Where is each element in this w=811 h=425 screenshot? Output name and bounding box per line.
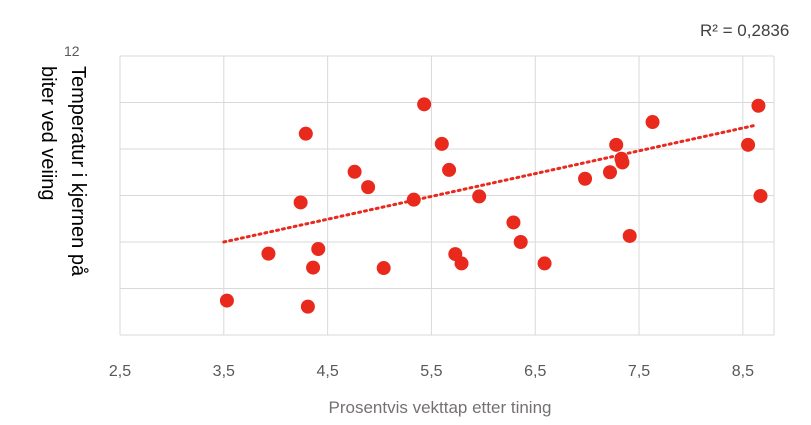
- data-point: [298, 126, 313, 141]
- data-point: [219, 293, 234, 308]
- data-point: [261, 246, 276, 261]
- data-point: [513, 235, 528, 249]
- data-point: [300, 299, 315, 314]
- data-point: [537, 256, 552, 271]
- data-point: [615, 155, 630, 170]
- data-points: [219, 97, 768, 314]
- data-point: [406, 192, 421, 207]
- data-point: [472, 189, 487, 204]
- x-tick-label: 4,5: [316, 363, 338, 380]
- data-point: [454, 256, 469, 271]
- data-point: [602, 165, 617, 180]
- x-tick-label: 6,5: [524, 363, 546, 380]
- data-point: [306, 260, 321, 275]
- data-point: [442, 162, 457, 177]
- x-tick-label: 7,5: [628, 363, 650, 380]
- data-point: [376, 261, 391, 276]
- gridlines: [119, 55, 775, 335]
- data-point: [293, 195, 308, 210]
- data-point: [753, 188, 768, 203]
- x-tick-label: 5,5: [420, 363, 442, 380]
- x-tick-label: 2,5: [109, 363, 131, 380]
- data-point: [609, 137, 624, 152]
- data-point: [311, 241, 326, 256]
- data-point: [347, 164, 362, 179]
- data-point: [506, 215, 521, 230]
- y-axis-title-line1: Temperatur i kjernen på: [67, 66, 89, 277]
- data-point: [417, 97, 432, 112]
- x-tick-labels: 2,5 3,5 4,5 5,5 6,5 7,5 8,5: [109, 363, 754, 380]
- data-point: [578, 171, 593, 186]
- x-axis-title: Prosentvis vekttap etter tining: [328, 398, 551, 417]
- data-point: [751, 98, 766, 113]
- data-point: [434, 136, 449, 151]
- r-squared-label: R² = 0,2836: [700, 21, 789, 40]
- data-point: [361, 180, 376, 195]
- y-axis-title-line2: biter ved veiing: [37, 66, 59, 201]
- linear-trendline: [222, 124, 755, 244]
- x-tick-label: 8,5: [732, 363, 754, 380]
- data-point: [645, 115, 660, 130]
- data-point: [741, 137, 756, 152]
- x-tick-label: 3,5: [213, 363, 235, 380]
- y-tick-label-partial: 12: [64, 43, 80, 59]
- data-point: [622, 228, 637, 243]
